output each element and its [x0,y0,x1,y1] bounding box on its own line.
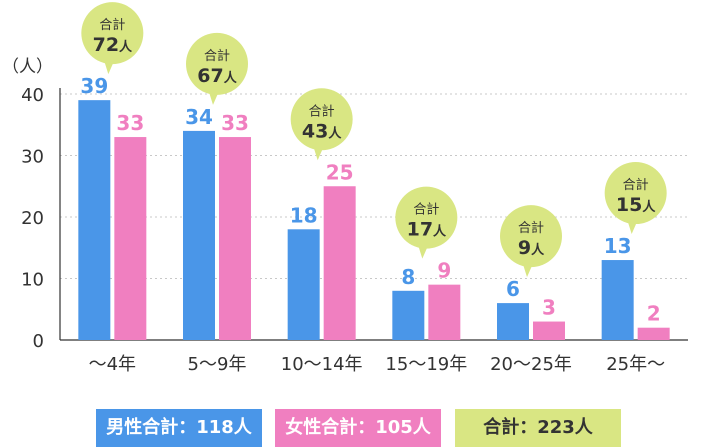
bar-male [78,100,111,341]
data-label-male: 13 [604,234,632,258]
y-tick-label: 0 [33,331,44,352]
y-tick-label: 10 [21,270,44,291]
total-bubble-title: 合計 [309,103,335,119]
x-tick-label: 10～14年 [281,354,363,375]
y-tick-label: 40 [21,85,44,106]
data-label-female: 2 [647,302,661,326]
data-label-female: 33 [116,111,144,135]
x-tick-label: 20～25年 [490,354,572,375]
total-bubble-value: 67人 [197,65,237,87]
bar-male [497,303,529,340]
total-bubble-value: 17人 [407,219,447,241]
total-bubble-pointer [312,144,325,161]
total-bubble [81,2,144,65]
bar-female [533,321,565,340]
data-label-female: 9 [437,259,451,283]
total-bubble-title: 合計 [518,220,544,236]
bar-female [114,137,147,340]
legend-grand-total: 合計：223人 [455,409,621,447]
total-bubble [604,162,667,225]
data-label-male: 18 [290,203,318,227]
data-label-female: 3 [542,296,556,320]
data-label-male: 6 [506,277,520,301]
bar-male [287,229,320,340]
bar-female [637,327,670,340]
total-bubble-pointer [208,88,220,105]
total-bubble-pointer [417,242,430,259]
total-bubble-pointer [626,218,639,235]
total-bubble-value: 9人 [518,237,545,259]
x-tick-label: ～4年 [89,354,136,375]
bar-female [428,284,461,340]
bar-male [392,290,425,340]
bar-male [183,130,215,340]
total-bubble [395,186,458,249]
total-bubble-title: 合計 [99,17,125,33]
legend-male-total: 男性合計：118人 [96,409,262,447]
total-bubble-value: 15人 [616,194,656,216]
x-tick-label: 15～19年 [385,354,467,375]
y-tick-label: 20 [21,208,44,229]
total-bubble [186,32,248,95]
x-tick-label: 5～9年 [188,354,247,375]
total-bubble-title: 合計 [623,177,649,193]
x-tick-label: 25年～ [606,354,665,375]
bar-male [601,260,634,340]
bar-female [323,186,356,340]
data-label-male: 8 [401,265,415,289]
total-bubble [500,205,562,268]
y-tick-label: 30 [21,147,44,168]
total-bubble-value: 72人 [93,34,133,56]
data-label-female: 33 [221,111,249,135]
total-bubble-pointer [522,261,534,278]
total-bubble-title: 合計 [413,202,439,218]
total-bubble-title: 合計 [204,48,230,64]
data-label-male: 34 [185,105,213,129]
total-bubble-value: 43人 [302,120,342,142]
total-bubble [290,88,353,151]
total-bubble-pointer [103,58,116,75]
bar-female [219,137,251,340]
legend-female-total: 女性合計：105人 [275,409,441,447]
data-label-male: 39 [80,74,108,98]
data-label-female: 25 [326,160,354,184]
y-axis-unit: （人） [2,57,53,77]
